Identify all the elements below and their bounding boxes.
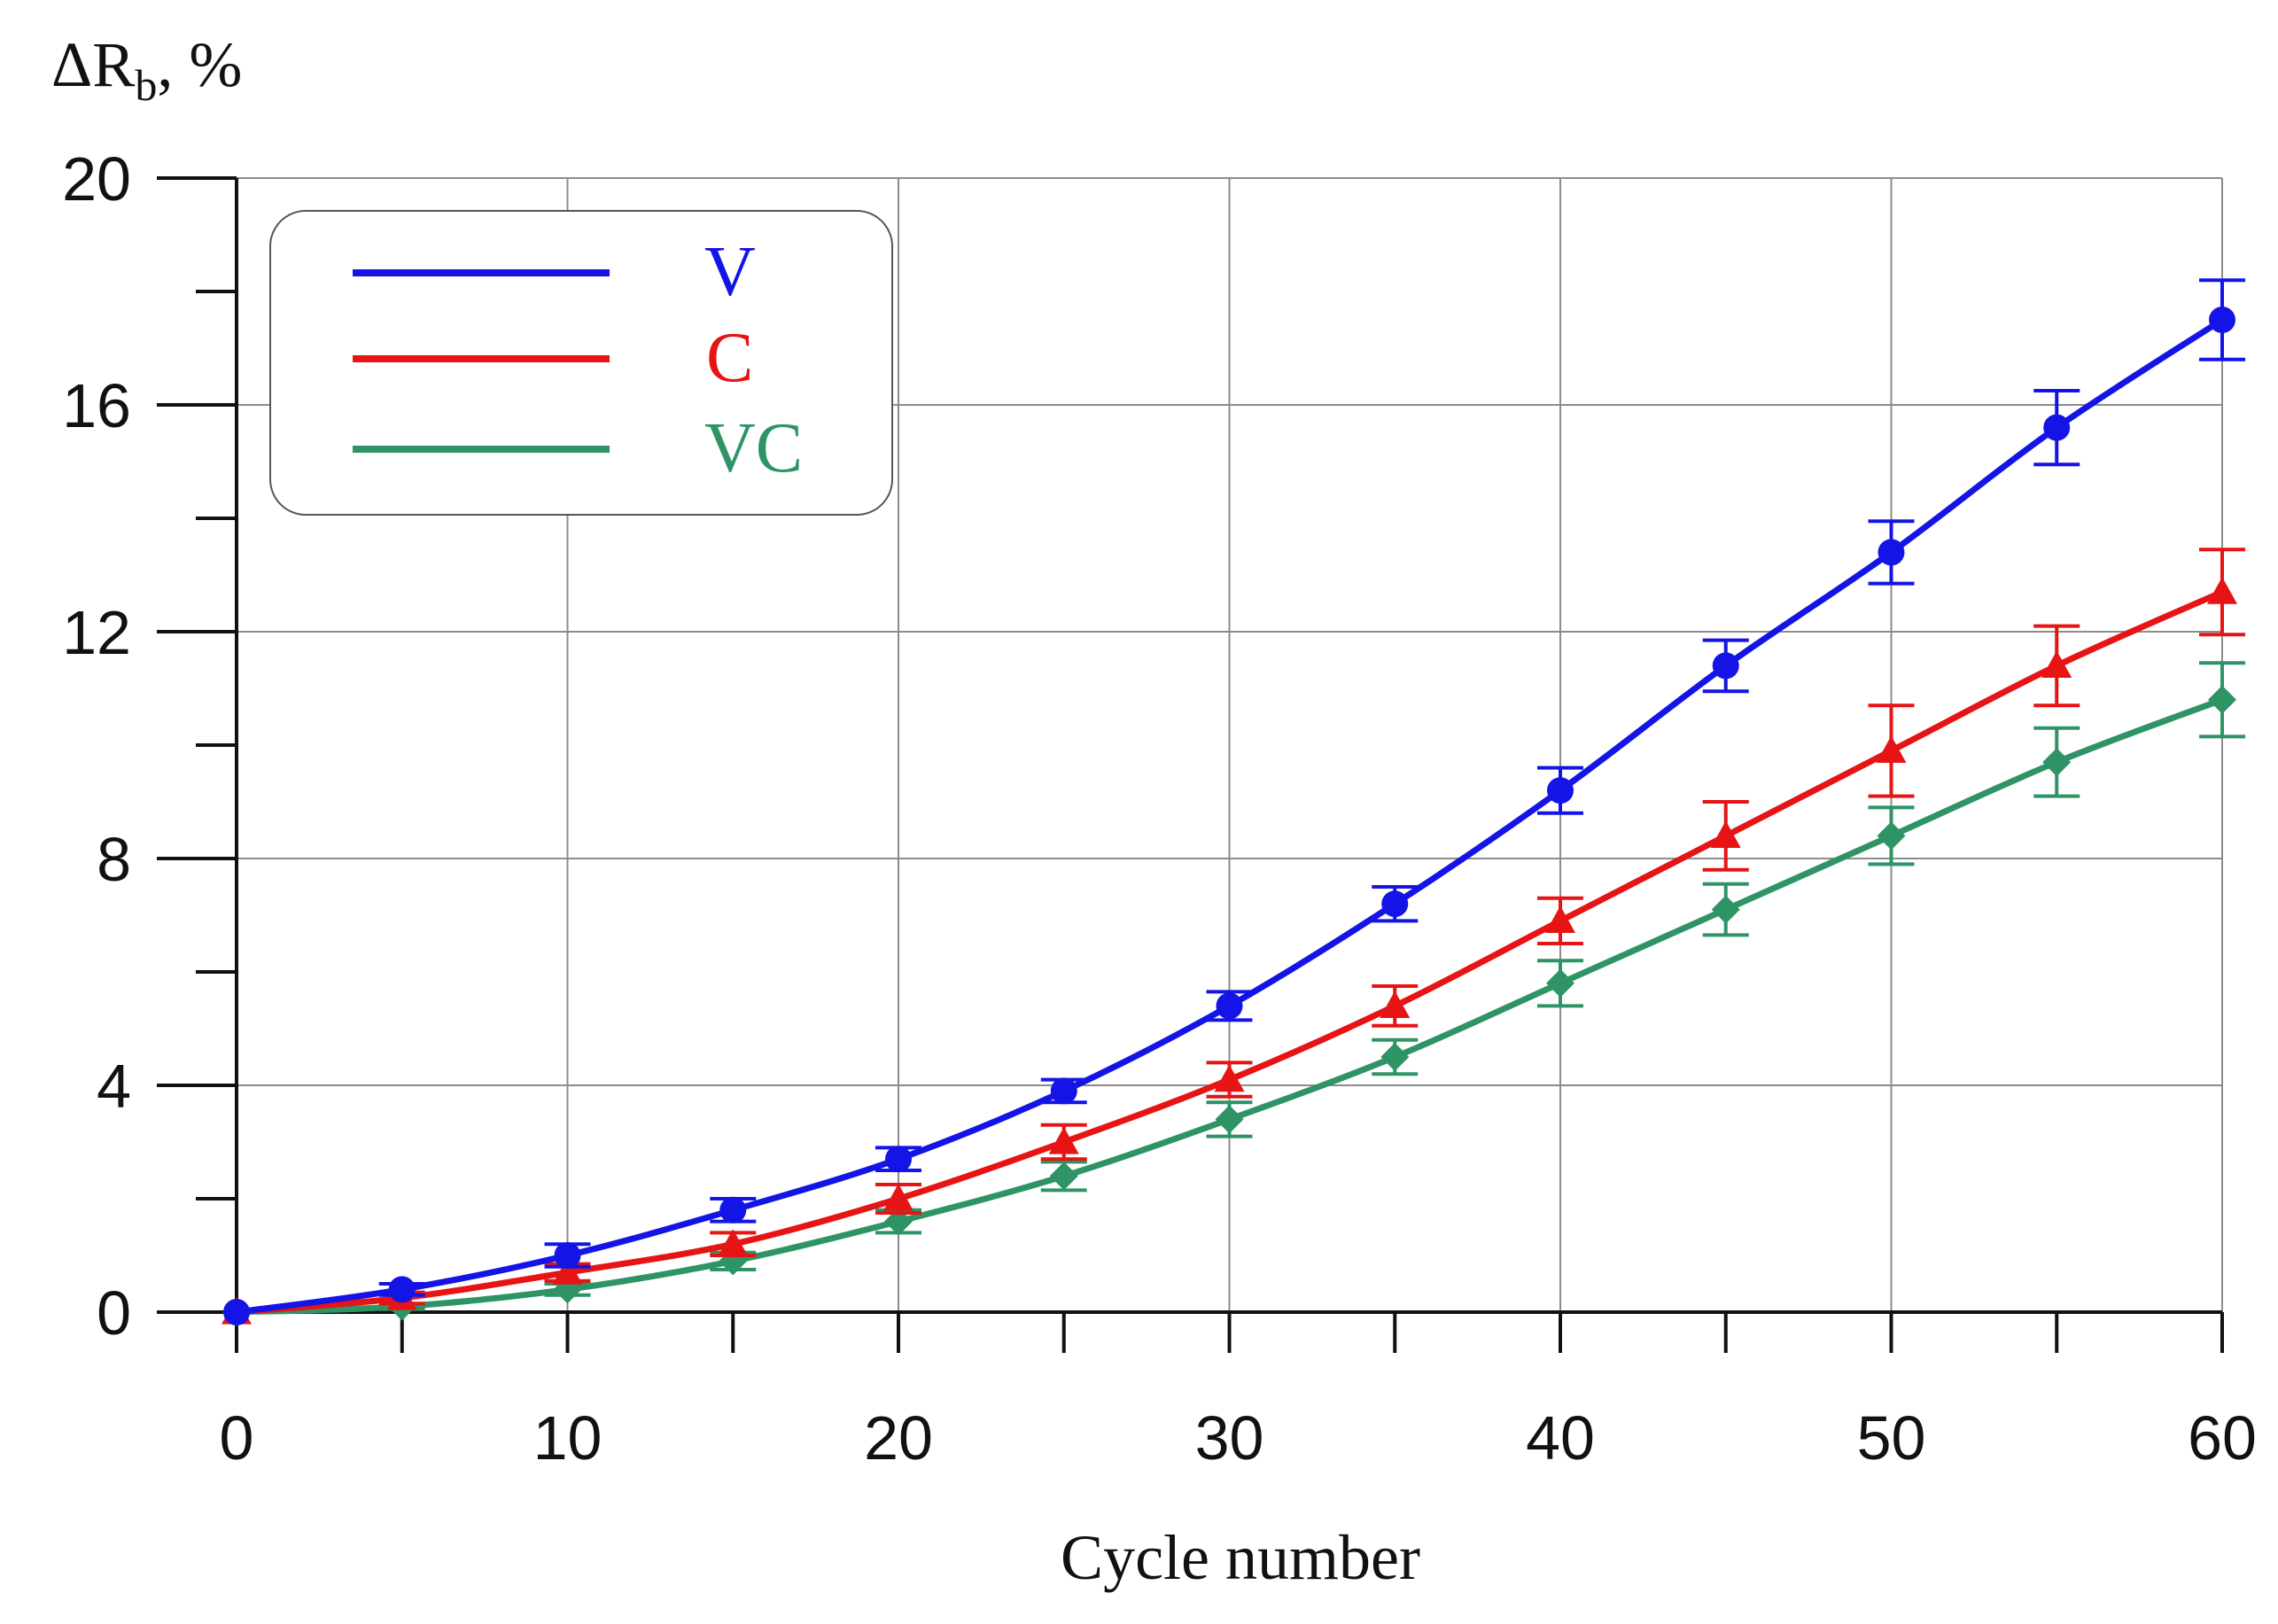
data-point-c <box>1048 1127 1079 1154</box>
data-point-v <box>1216 992 1243 1020</box>
legend-label-vc: VC <box>704 409 803 487</box>
x-tick-label: 20 <box>864 1403 933 1472</box>
data-point-v <box>1547 777 1574 804</box>
data-point-vc <box>1380 1043 1410 1071</box>
data-point-v <box>1878 539 1905 566</box>
legend-label-c: C <box>706 319 753 397</box>
data-point-v <box>1381 890 1409 918</box>
data-point-v <box>1712 652 1739 680</box>
y-axis-title: ΔRb, % <box>51 29 242 110</box>
legend-label-v: V <box>704 233 756 311</box>
axes: 0 10 20 30 40 50 60 0 4 8 12 16 20 <box>62 144 2257 1472</box>
legend-box <box>269 210 893 516</box>
data-point-vc <box>1049 1162 1078 1191</box>
data-point-vc <box>1877 821 1906 851</box>
data-point-c <box>2041 650 2072 678</box>
x-tick-label: 30 <box>1195 1403 1264 1472</box>
data-point-vc <box>1711 895 1740 924</box>
data-point-v <box>1050 1077 1077 1105</box>
data-point-v <box>885 1146 912 1173</box>
x-tick-label: 40 <box>1526 1403 1595 1472</box>
y-tick-label: 8 <box>97 825 131 894</box>
data-point-c <box>1214 1064 1245 1092</box>
data-point-c <box>1380 991 1411 1018</box>
series-c <box>222 548 2245 1325</box>
data-point-c <box>718 1229 749 1256</box>
series-layer <box>222 278 2245 1326</box>
data-point-c <box>1710 820 1741 848</box>
x-tick-label: 0 <box>220 1403 254 1472</box>
data-point-v <box>554 1242 581 1269</box>
data-point-c <box>883 1184 914 1211</box>
x-tick-label: 50 <box>1857 1403 1926 1472</box>
series-vc <box>222 661 2245 1326</box>
y-axis-title-subscript: b <box>135 60 157 110</box>
data-point-vc <box>1546 968 1574 998</box>
data-point-c <box>552 1257 583 1285</box>
data-point-c <box>2207 577 2237 604</box>
data-point-v <box>2043 414 2071 441</box>
y-tick-label: 16 <box>62 371 131 440</box>
y-tick-label: 20 <box>62 144 131 214</box>
data-point-vc <box>2208 685 2236 714</box>
data-point-c <box>1545 905 1575 933</box>
data-point-v <box>388 1276 416 1303</box>
data-point-c <box>1876 735 1907 763</box>
y-tick-label: 4 <box>97 1052 131 1121</box>
x-tick-label: 60 <box>2188 1403 2257 1472</box>
x-tick-label: 10 <box>533 1403 603 1472</box>
data-point-v <box>719 1196 747 1224</box>
y-axis-title-prefix: ΔR <box>51 29 135 100</box>
x-axis-title: Cycle number <box>1061 1522 1420 1593</box>
data-point-vc <box>2042 748 2072 777</box>
y-axis-title-suffix: , % <box>157 29 242 100</box>
y-tick-label: 0 <box>97 1278 131 1348</box>
legend: V C VC <box>269 210 893 516</box>
y-tick-label: 12 <box>62 598 131 667</box>
data-point-v <box>2209 307 2235 333</box>
data-point-v <box>223 1299 250 1325</box>
series-v <box>223 278 2245 1325</box>
data-point-vc <box>1215 1105 1244 1134</box>
